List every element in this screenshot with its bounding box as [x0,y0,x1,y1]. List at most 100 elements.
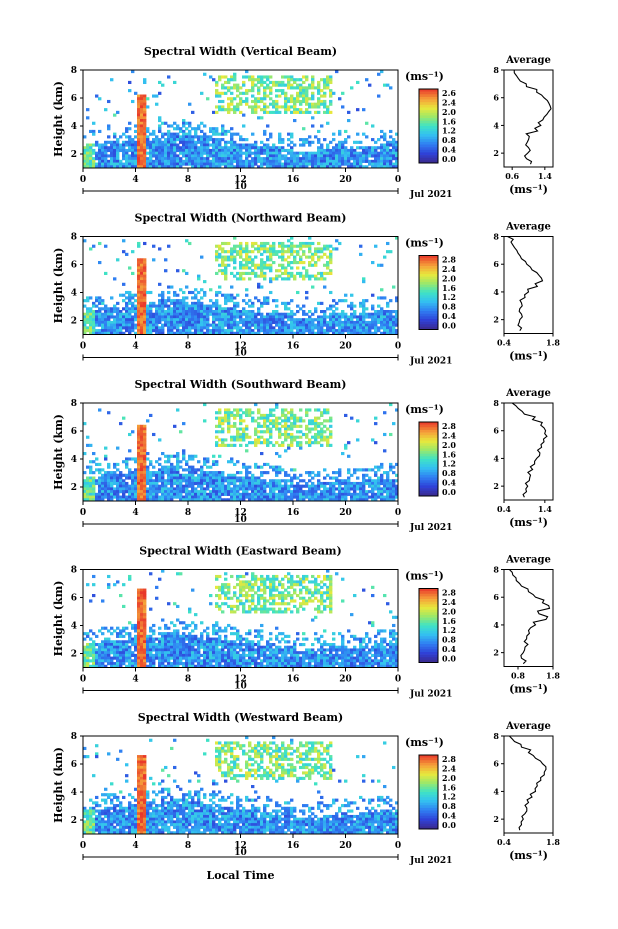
heatmap-cell [221,138,225,142]
heatmap-cell [227,105,231,109]
heatmap-cell [224,416,228,420]
heatmap-cell [215,148,219,153]
heatmap-cell [284,154,288,158]
heatmap-cell [248,326,252,330]
heatmap-cell [242,80,246,85]
heatmap-cell [335,70,339,74]
heatmap-cell [140,138,144,142]
heatmap-cell [182,304,186,308]
heatmap-cell [128,432,132,437]
heatmap-cell [170,462,174,467]
heatmap-cell [257,91,261,95]
heatmap-cell [323,148,327,153]
heatmap-cell [272,241,276,246]
heatmap-cell [218,481,222,486]
heatmap-cell [92,143,96,147]
heatmap-cell [260,490,264,494]
heatmap-cell [200,318,204,322]
heatmap-cell [263,146,267,150]
heatmap-cell [350,304,354,308]
heatmap-cell [299,498,303,502]
heatmap-cell [155,473,159,477]
heatmap-cell [161,151,165,155]
heatmap-cell [335,154,339,158]
heatmap-cell [122,315,126,319]
heatmap-cell [131,140,135,144]
heatmap-cell [242,465,246,469]
heatmap-cell [278,479,282,483]
heatmap-cell [230,151,234,155]
heatmap-cell [263,484,267,488]
heatmap-cell [323,476,327,480]
heatmap-cell [251,83,255,87]
colorbar-segment [419,104,438,108]
heatmap-cell [248,476,252,480]
heatmap-cell [344,151,348,155]
heatmap-cell [122,583,126,587]
heatmap-cell [164,454,168,458]
heatmap-cell [248,89,252,93]
heatmap-cell [107,154,111,158]
heatmap-cell [176,465,180,469]
heatmap-cell [332,91,336,95]
heatmap-cell [83,648,87,652]
heatmap-cell [281,263,285,267]
heatmap-cell [311,471,315,475]
heatmap-cell [242,310,246,314]
heatmap-cell [392,422,396,426]
heatmap-cell [194,127,198,131]
heatmap-cell [164,269,168,273]
colorbar-tick-label: 2.0 [442,107,456,117]
heatmap-cell [104,471,108,475]
heatmap-cell [98,629,102,633]
heatmap-cell [143,484,147,488]
heatmap-cell [299,108,303,112]
heatmap-cell [302,143,306,147]
heatmap-cell [374,148,378,153]
heatmap-cell [281,255,285,259]
heatmap-cell [95,94,99,98]
heatmap-cell [137,138,141,142]
heatmap-cell [257,282,261,286]
heatmap-cell [122,151,126,155]
heatmap-cell [287,424,291,428]
heatmap-cell [212,462,216,467]
heatmap-cell [182,140,186,144]
heatmap-cell [215,487,219,491]
heatmap-cell [299,446,303,450]
heatmap-cell [290,83,294,87]
heatmap-cell [83,154,87,158]
heatmap-cell [290,75,294,79]
heatmap-cell [257,408,261,412]
heatmap-cell [248,250,252,254]
heatmap-cell [257,495,261,499]
heatmap-cell [308,157,312,161]
heatmap-cell [95,457,99,461]
heatmap-cell [347,157,351,161]
heatmap-cell [188,290,192,295]
heatmap-cell [278,432,282,437]
heatmap-cell [260,326,264,330]
heatmap-cell [260,465,264,469]
heatmap-cell [329,75,333,79]
heatmap-cell [131,146,135,150]
heatmap-cell [143,121,147,125]
heatmap-cell [128,490,132,494]
heatmap-cell [143,113,147,117]
heatmap-cell [95,651,99,655]
heatmap-cell [128,140,132,144]
heatmap-cell [248,495,252,499]
heatmap-cell [245,481,249,486]
heatmap-cell [122,282,126,286]
heatmap-cell [329,492,333,496]
heatmap-cell [323,329,327,333]
heatmap-cell [377,146,381,150]
heatmap-cell [236,89,240,93]
heatmap-cell [317,424,321,428]
heatmap-cell [380,296,384,300]
heatmap-cell [374,473,378,477]
heatmap-cell [317,159,321,163]
heatmap-cell [263,331,267,335]
heatmap-cell [218,252,222,256]
heatmap-cell [179,129,183,134]
